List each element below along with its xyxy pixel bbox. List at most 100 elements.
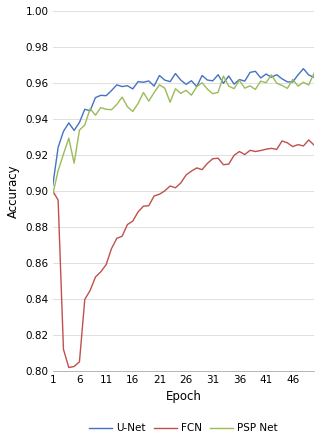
PSP Net xyxy=(280,83,284,88)
FCN xyxy=(83,297,87,302)
U-Net xyxy=(93,95,97,100)
FCN xyxy=(285,140,289,145)
FCN xyxy=(126,222,129,227)
U-Net xyxy=(88,108,92,114)
FCN xyxy=(56,198,60,203)
PSP Net xyxy=(301,80,305,85)
FCN xyxy=(147,203,151,208)
U-Net xyxy=(158,73,161,78)
U-Net xyxy=(126,83,129,88)
PSP Net xyxy=(56,168,60,173)
Line: U-Net: U-Net xyxy=(53,69,314,185)
U-Net xyxy=(205,77,209,83)
PSP Net xyxy=(254,87,257,92)
PSP Net xyxy=(285,86,289,91)
U-Net xyxy=(56,145,60,150)
FCN xyxy=(109,246,113,251)
FCN xyxy=(248,148,252,153)
FCN xyxy=(216,156,220,161)
PSP Net xyxy=(104,107,108,112)
PSP Net xyxy=(205,87,209,92)
U-Net xyxy=(248,70,252,75)
FCN xyxy=(259,148,263,153)
PSP Net xyxy=(142,90,145,95)
PSP Net xyxy=(221,73,225,79)
U-Net xyxy=(243,79,247,84)
FCN xyxy=(227,161,231,167)
PSP Net xyxy=(179,91,183,96)
FCN xyxy=(78,359,82,365)
PSP Net xyxy=(147,99,151,104)
PSP Net xyxy=(269,72,273,77)
U-Net xyxy=(232,81,236,87)
FCN xyxy=(51,188,55,194)
X-axis label: Epoch: Epoch xyxy=(166,390,201,404)
FCN xyxy=(205,161,209,166)
PSP Net xyxy=(62,152,65,157)
U-Net xyxy=(115,82,119,88)
PSP Net xyxy=(136,101,140,106)
FCN xyxy=(232,152,236,158)
FCN xyxy=(243,152,247,157)
PSP Net xyxy=(99,105,103,110)
U-Net xyxy=(254,69,257,74)
PSP Net xyxy=(189,92,193,98)
U-Net xyxy=(109,88,113,93)
FCN xyxy=(238,149,241,154)
PSP Net xyxy=(211,91,215,96)
U-Net xyxy=(275,72,279,77)
FCN xyxy=(211,156,215,161)
U-Net xyxy=(221,81,225,86)
PSP Net xyxy=(296,84,300,89)
U-Net xyxy=(227,73,231,79)
U-Net xyxy=(104,93,108,99)
FCN xyxy=(62,347,65,352)
FCN xyxy=(158,191,161,197)
FCN xyxy=(254,149,257,154)
U-Net xyxy=(131,86,135,91)
PSP Net xyxy=(173,86,177,91)
PSP Net xyxy=(83,122,87,128)
PSP Net xyxy=(291,77,295,82)
Line: PSP Net: PSP Net xyxy=(53,73,314,194)
FCN xyxy=(221,162,225,168)
U-Net xyxy=(173,71,177,76)
FCN xyxy=(291,144,295,149)
PSP Net xyxy=(200,80,204,85)
FCN xyxy=(173,185,177,191)
U-Net xyxy=(307,72,311,78)
U-Net xyxy=(152,84,156,89)
FCN xyxy=(307,137,311,143)
Legend: U-Net, FCN, PSP Net: U-Net, FCN, PSP Net xyxy=(85,419,282,438)
U-Net xyxy=(168,79,172,84)
U-Net xyxy=(200,73,204,78)
U-Net xyxy=(280,76,284,81)
U-Net xyxy=(195,84,199,89)
U-Net xyxy=(312,75,316,80)
FCN xyxy=(280,138,284,144)
U-Net xyxy=(291,80,295,85)
U-Net xyxy=(211,78,215,84)
PSP Net xyxy=(275,80,279,86)
FCN xyxy=(120,233,124,239)
FCN xyxy=(184,172,188,178)
U-Net xyxy=(184,82,188,87)
PSP Net xyxy=(248,83,252,88)
PSP Net xyxy=(238,77,241,83)
PSP Net xyxy=(109,107,113,112)
PSP Net xyxy=(78,127,82,133)
FCN xyxy=(104,262,108,267)
PSP Net xyxy=(312,70,316,76)
U-Net xyxy=(120,84,124,89)
PSP Net xyxy=(232,86,236,91)
U-Net xyxy=(99,93,103,98)
FCN xyxy=(115,236,119,241)
FCN xyxy=(269,146,273,151)
FCN xyxy=(195,165,199,171)
U-Net xyxy=(142,80,145,85)
PSP Net xyxy=(120,95,124,100)
U-Net xyxy=(285,79,289,84)
FCN xyxy=(152,193,156,198)
PSP Net xyxy=(88,106,92,111)
PSP Net xyxy=(152,90,156,95)
